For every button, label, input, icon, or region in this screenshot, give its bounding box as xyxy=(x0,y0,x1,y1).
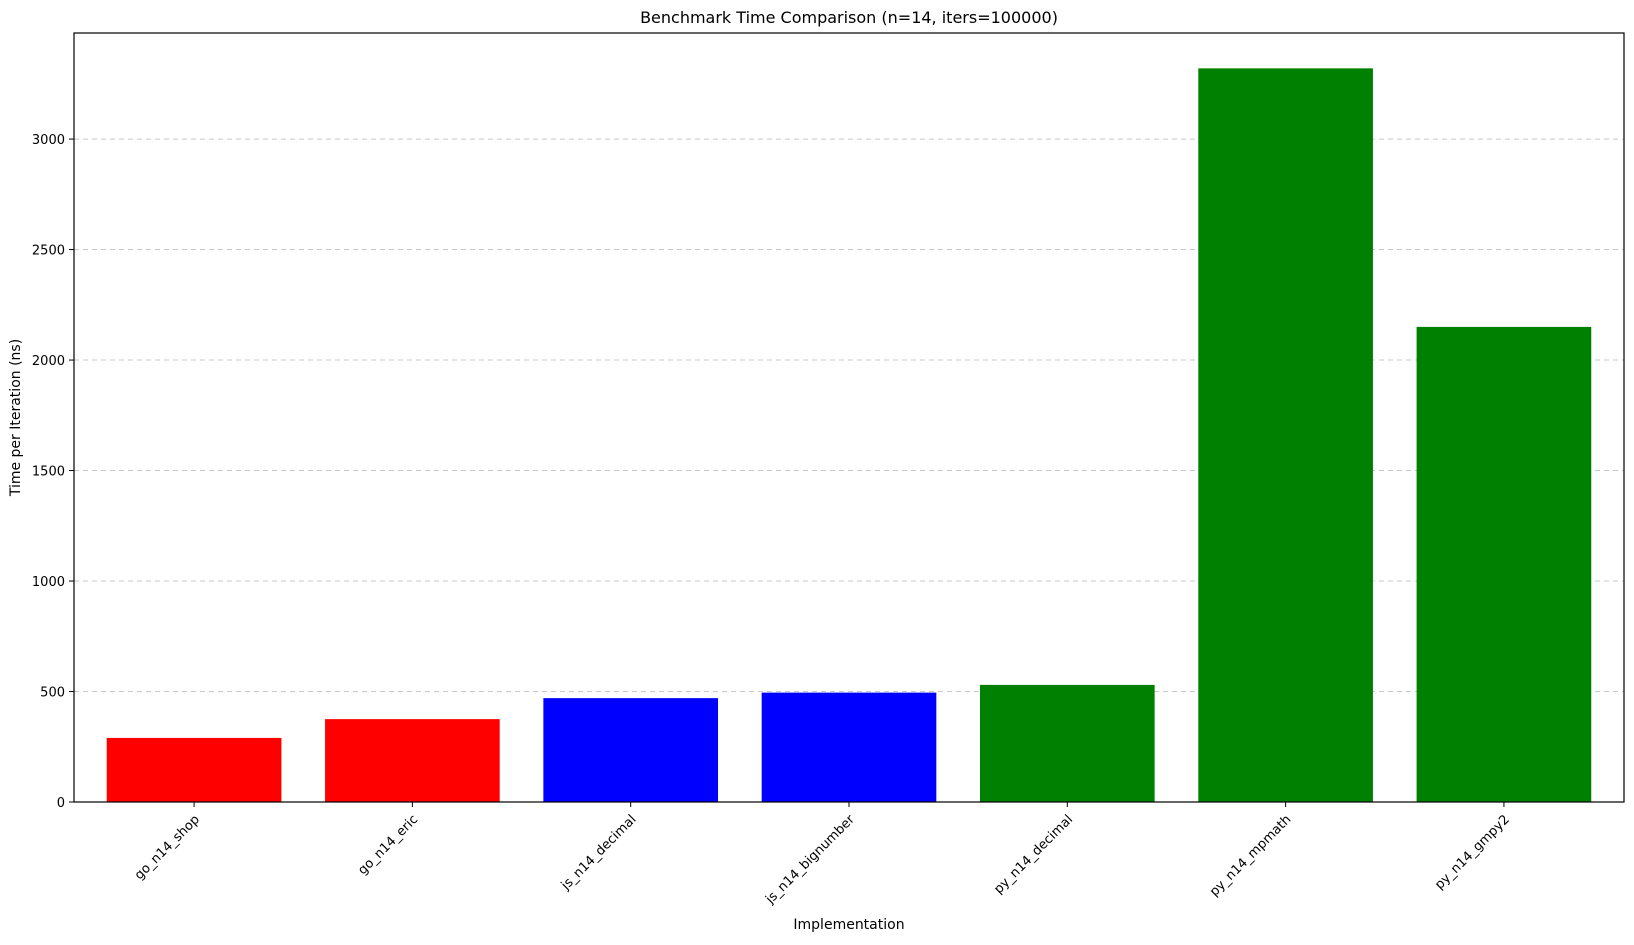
chart-title: Benchmark Time Comparison (n=14, iters=1… xyxy=(640,8,1058,27)
y-tick-label: 3000 xyxy=(32,133,65,148)
bar-go-n14-shop xyxy=(106,737,282,802)
bar-py-n14-gmpy2 xyxy=(1416,326,1592,802)
x-tick-label: js_n14_bignumber xyxy=(762,812,858,908)
y-axis-label: Time per Iteration (ns) xyxy=(8,339,24,497)
bar-py-n14-mpmath xyxy=(1198,68,1373,802)
x-axis-label: Implementation xyxy=(793,917,904,933)
x-tick-label: go_n14_shop xyxy=(132,812,203,883)
x-tick-label: py_n14_decimal xyxy=(991,812,1076,897)
bar-py-n14-decimal xyxy=(979,684,1155,802)
y-tick-label: 0 xyxy=(57,796,65,811)
x-tick-label: py_n14_mpmath xyxy=(1207,812,1294,899)
x-tick-label: go_n14_eric xyxy=(355,812,421,878)
grid-layer xyxy=(74,138,1624,693)
bar-go-n14-eric xyxy=(325,719,500,802)
x-tick-label: js_n14_decimal xyxy=(558,812,640,894)
x-tick-label: py_n14_gmpy2 xyxy=(1432,812,1513,893)
plot-frame xyxy=(73,32,1625,803)
bar-js-n14-bignumber xyxy=(761,692,937,802)
y-tick-label: 2500 xyxy=(32,244,65,259)
y-tick-label: 1000 xyxy=(32,575,65,590)
bar-js-n14-decimal xyxy=(543,698,719,802)
y-tick-label: 500 xyxy=(40,686,65,701)
y-tick-label: 2000 xyxy=(32,354,65,369)
bar-layer xyxy=(106,68,1592,802)
y-tick-label: 1500 xyxy=(32,465,65,480)
